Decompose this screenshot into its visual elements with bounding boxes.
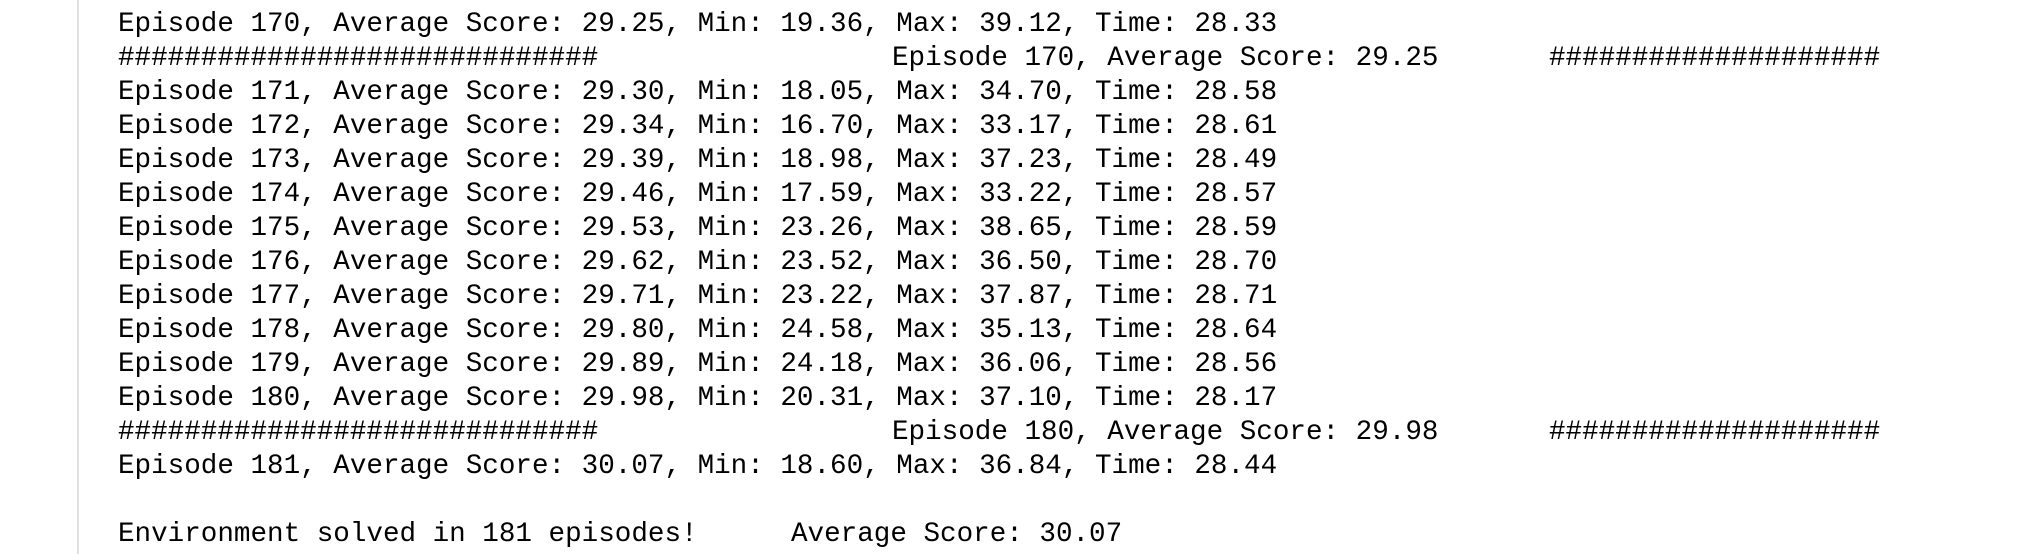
log-line: Episode 171, Average Score: 29.30, Min: … bbox=[118, 77, 1278, 108]
solved-message: Environment solved in 181 episodes! bbox=[118, 519, 698, 550]
log-line: Episode 170, Average Score: 29.25, Min: … bbox=[118, 9, 1278, 40]
log-line: Episode 176, Average Score: 29.62, Min: … bbox=[118, 247, 1278, 278]
log-line: Episode 178, Average Score: 29.80, Min: … bbox=[118, 315, 1278, 346]
separator-hashes: ############################# bbox=[118, 417, 599, 448]
log-line: Episode 179, Average Score: 29.89, Min: … bbox=[118, 349, 1278, 380]
log-line: Episode 172, Average Score: 29.34, Min: … bbox=[118, 111, 1278, 142]
separator-hashes: #################### bbox=[1549, 417, 1881, 448]
log-line: Episode 174, Average Score: 29.46, Min: … bbox=[118, 179, 1278, 210]
separator-hashes: ############################# bbox=[118, 43, 599, 74]
log-line: Episode 177, Average Score: 29.71, Min: … bbox=[118, 281, 1278, 312]
separator-text: Episode 170, Average Score: 29.25 bbox=[892, 43, 1439, 74]
log-line: Episode 180, Average Score: 29.98, Min: … bbox=[118, 383, 1278, 414]
log-line: Episode 173, Average Score: 29.39, Min: … bbox=[118, 145, 1278, 176]
cell-border bbox=[77, 0, 79, 554]
separator-text: Episode 180, Average Score: 29.98 bbox=[892, 417, 1439, 448]
solved-score: Average Score: 30.07 bbox=[791, 519, 1123, 550]
log-line: Episode 175, Average Score: 29.53, Min: … bbox=[118, 213, 1278, 244]
separator-hashes: #################### bbox=[1549, 43, 1881, 74]
log-line: Episode 181, Average Score: 30.07, Min: … bbox=[118, 451, 1278, 482]
